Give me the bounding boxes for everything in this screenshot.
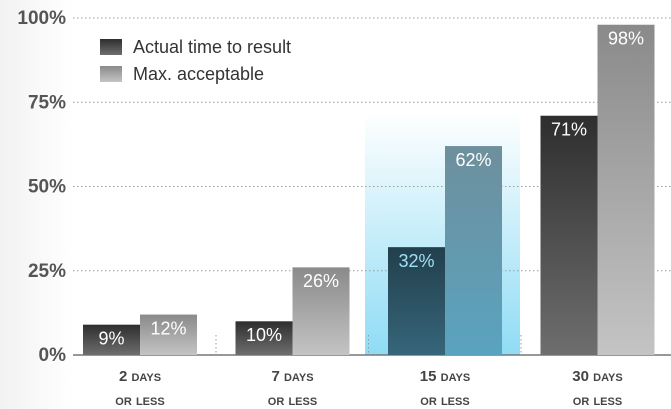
legend-swatch: [100, 66, 122, 82]
value-label: 9%: [98, 328, 124, 348]
x-tick-label: 30 days or less: [572, 368, 622, 409]
bar: [445, 146, 502, 355]
axis-panel: [0, 0, 73, 409]
y-tick-label: 25%: [28, 261, 66, 282]
value-label: 71%: [551, 119, 587, 139]
bar: [597, 24, 655, 356]
bar: [235, 321, 293, 355]
legend-label: Max. acceptable: [133, 64, 264, 84]
bar: [83, 324, 140, 355]
bar: [140, 314, 197, 355]
y-tick-label: 0%: [39, 345, 67, 366]
x-tick-label: 7 days or less: [268, 368, 317, 409]
x-tick-label: 2 days or less: [115, 368, 164, 409]
bar: [540, 115, 598, 355]
value-label: 98%: [608, 28, 644, 48]
value-label: 62%: [455, 150, 491, 170]
bar: [388, 247, 445, 355]
value-label: 12%: [150, 318, 186, 338]
bar: [292, 267, 350, 355]
y-tick-label: 100%: [17, 8, 66, 29]
legend-label: Actual time to result: [133, 37, 291, 57]
value-label: 10%: [246, 325, 282, 345]
x-tick-label: 15 days or less: [420, 368, 470, 409]
legend-swatch: [100, 39, 122, 55]
y-tick-label: 75%: [28, 92, 66, 113]
y-tick-label: 50%: [28, 177, 66, 198]
value-label: 32%: [398, 251, 434, 271]
value-label: 26%: [303, 271, 339, 291]
